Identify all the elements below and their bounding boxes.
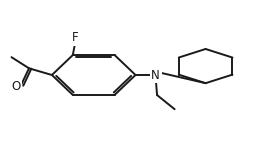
Text: N: N	[151, 69, 160, 81]
Text: O: O	[11, 80, 21, 93]
Text: F: F	[72, 32, 79, 44]
